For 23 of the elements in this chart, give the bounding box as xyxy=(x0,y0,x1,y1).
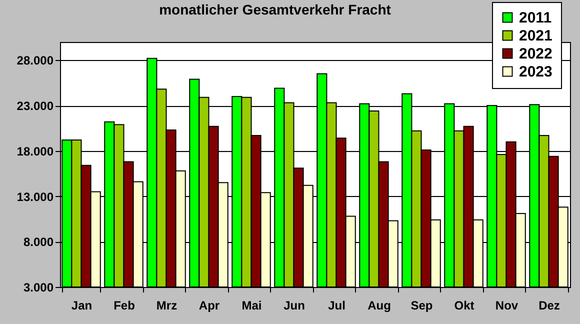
chart-title: monatlicher Gesamtverkehr Fracht xyxy=(159,2,392,18)
x-tick-label: Apr xyxy=(198,298,220,312)
x-tick-label: Mai xyxy=(242,298,262,312)
y-tick-label: 18.000 xyxy=(16,144,54,158)
legend-label: 2023 xyxy=(519,64,552,80)
x-tick-label: Okt xyxy=(454,298,474,312)
y-tick-label: 23.000 xyxy=(16,99,54,114)
y-tick-label: 28.000 xyxy=(16,54,54,68)
y-tick-label: 3.000 xyxy=(23,280,54,294)
x-tick-label: Jan xyxy=(71,298,92,312)
x-tick-label: Dez xyxy=(538,298,560,312)
x-tick-label: Mrz xyxy=(156,298,178,312)
x-tick-label: Jul xyxy=(328,298,346,312)
x-tick-label: Sep xyxy=(410,298,433,312)
x-tick-label: Aug xyxy=(368,298,391,312)
legend-label: 2011 xyxy=(519,10,552,26)
x-tick-label: Feb xyxy=(114,298,135,312)
y-tick-label: 13.000 xyxy=(16,190,54,204)
x-tick-label: Jun xyxy=(284,298,305,312)
x-tick-label: Nov xyxy=(495,298,518,312)
legend-label: 2022 xyxy=(519,46,552,62)
legend-label: 2021 xyxy=(519,28,552,44)
y-tick-label: 8.000 xyxy=(23,235,54,250)
